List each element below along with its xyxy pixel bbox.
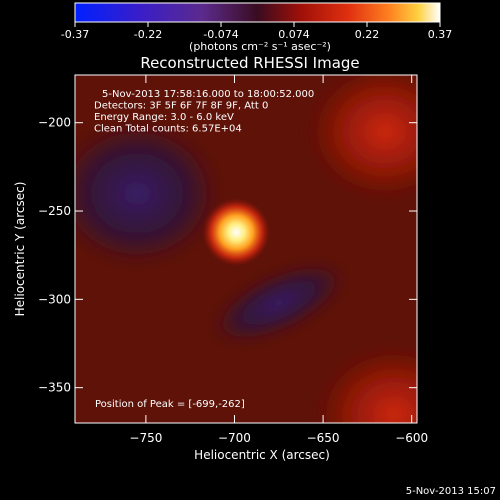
colorbar-unit-label: (photons cm⁻² s⁻¹ asec⁻²) xyxy=(189,40,331,53)
annotation-line: Energy Range: 3.0 - 6.0 keV xyxy=(94,112,234,123)
colorbar-tick-label: -0.074 xyxy=(203,28,238,41)
y-tick-label: −300 xyxy=(38,292,71,306)
colorbar-tick-label: 0.37 xyxy=(428,28,453,41)
y-tick-label: −350 xyxy=(38,381,71,395)
colorbar-ticks: -0.37 -0.22 -0.074 0.074 0.22 0.37 xyxy=(61,22,452,41)
colorbar-tick-label: -0.37 xyxy=(61,28,89,41)
heatmap-feature-negative-trough xyxy=(214,263,344,342)
plot-frame xyxy=(74,74,418,424)
x-tick-label: −750 xyxy=(129,431,162,445)
peak-blob xyxy=(202,198,271,267)
annotation-block: 5-Nov-2013 17:58:16.000 to 18:00:52.000D… xyxy=(94,89,314,135)
colorbar-tick-label: 0.22 xyxy=(355,28,380,41)
annotation-line: 5-Nov-2013 17:58:16.000 to 18:00:52.000 xyxy=(102,89,314,100)
y-tick-label: −250 xyxy=(38,204,71,218)
heatmap-feature-positive-region xyxy=(305,75,417,202)
colorbar xyxy=(74,2,441,23)
y-axis: −200 −250 −300 −350 xyxy=(38,116,417,395)
peak-position-label: Position of Peak = [-699,-262] xyxy=(95,399,245,410)
annotation-line: Clean Total counts: 6.57E+04 xyxy=(94,124,242,135)
colorbar-tick-label: -0.22 xyxy=(134,28,162,41)
heatmap-image xyxy=(75,75,417,423)
x-axis: −750 −700 −650 −600 xyxy=(129,75,428,445)
x-tick-label: −700 xyxy=(218,431,251,445)
y-tick-label: −200 xyxy=(38,116,71,130)
footer-timestamp: 5-Nov-2013 15:07 xyxy=(406,486,496,497)
heatmap-feature-positive-region xyxy=(313,344,417,423)
y-axis-label: Heliocentric Y (arcsec) xyxy=(13,182,27,317)
heatmap-feature-negative-region xyxy=(75,123,217,264)
x-tick-label: −650 xyxy=(307,431,340,445)
x-tick-label: −600 xyxy=(395,431,428,445)
colorbar-tick-label: 0.074 xyxy=(278,28,310,41)
x-axis-label: Heliocentric X (arcsec) xyxy=(194,448,330,462)
annotation-line: Detectors: 3F 5F 6F 7F 8F 9F, Att 0 xyxy=(94,101,268,112)
chart-title: Reconstructed RHESSI Image xyxy=(140,54,359,72)
